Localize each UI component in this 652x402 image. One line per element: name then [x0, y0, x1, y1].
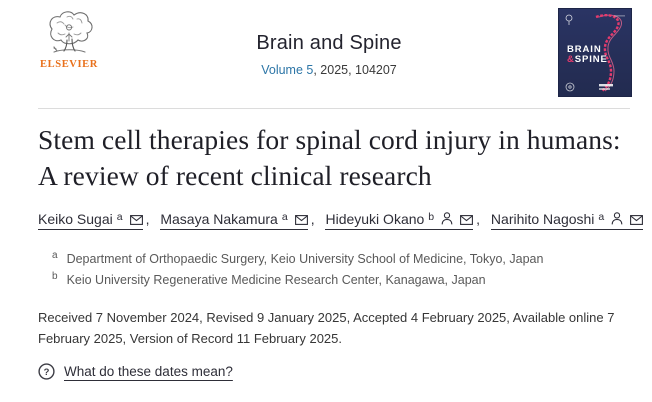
profile-icon[interactable] [611, 211, 623, 225]
dates-help-link[interactable]: What do these dates mean? [64, 364, 233, 380]
citation-suffix: , 2025, 104207 [313, 63, 397, 77]
affiliation-text: Department of Orthopaedic Surgery, Keio … [66, 251, 544, 266]
author-name: Hideyuki Okano [325, 210, 425, 227]
author-name: Narihito Nagoshi [490, 210, 595, 227]
author-link-masaya-nakamura[interactable]: Masaya Nakamura a [160, 210, 308, 230]
header-divider [38, 108, 630, 109]
email-icon[interactable] [129, 214, 143, 225]
article-dates: Received 7 November 2024, Revised 9 Janu… [38, 309, 615, 347]
affiliation-b: b Keio University Regenerative Medicine … [38, 270, 622, 287]
email-icon[interactable] [460, 214, 474, 225]
cover-spine-illustration [565, 13, 625, 92]
affiliation-list: a Department of Orthopaedic Surgery, Kei… [38, 249, 622, 287]
author-name: Masaya Nakamura [160, 210, 278, 227]
affiliation-sup: b [52, 270, 58, 282]
author-separator: , [476, 210, 481, 227]
volume-link[interactable]: Volume 5 [261, 63, 314, 77]
article-header: Stem cell therapies for spinal cord inju… [0, 109, 652, 380]
journal-title-link[interactable]: Brain and Spine [256, 32, 402, 54]
profile-icon[interactable] [441, 211, 453, 225]
author-separator: , [145, 210, 150, 227]
question-circle-icon[interactable]: ? [38, 363, 55, 380]
author-affiliation-sup: a [116, 210, 123, 223]
citation-line: Volume 5, 2025, 104207 [100, 63, 558, 77]
affiliation-a: a Department of Orthopaedic Surgery, Kei… [38, 249, 622, 266]
author-affiliation-sup: b [428, 210, 435, 223]
author-separator: , [310, 210, 315, 227]
svg-text:?: ? [44, 367, 50, 378]
cover-ampersand: & [567, 54, 575, 66]
journal-banner: Brain and Spine Volume 5, 2025, 104207 [100, 8, 558, 77]
affiliation-sup: a [52, 249, 58, 261]
author-link-hideyuki-okano[interactable]: Hideyuki Okano b [325, 210, 474, 230]
elsevier-logo: ELSEVIER [38, 8, 100, 70]
affiliation-text: Keio University Regenerative Medicine Re… [66, 272, 486, 287]
elsevier-tree-icon [49, 11, 93, 53]
cover-title-line1: BRAIN [567, 44, 602, 55]
cover-title-line2-text: SPINE [574, 54, 608, 66]
cover-title-line2: &SPINE [567, 55, 608, 65]
journal-header: ELSEVIER Brain and Spine Volume 5, 2025,… [0, 0, 652, 97]
cover-title: BRAIN &SPINE [567, 44, 608, 66]
author-affiliation-sup: a [281, 210, 288, 223]
author-link-keiko-sugai[interactable]: Keiko Sugai a [38, 211, 143, 230]
journal-cover-thumbnail[interactable]: BRAIN &SPINE [558, 8, 632, 97]
elsevier-wordmark: ELSEVIER [40, 59, 98, 70]
author-link-narihito-nagoshi[interactable]: Narihito Nagoshi a [490, 210, 644, 230]
author-affiliation-sup: a [598, 210, 605, 223]
email-icon[interactable] [294, 214, 308, 225]
email-icon[interactable] [630, 214, 644, 225]
author-name: Keiko Sugai [38, 210, 113, 227]
author-list: Keiko Sugai a , Masaya Nakamura a , Hideyu… [38, 210, 644, 230]
article-title: Stem cell therapies for spinal cord inju… [38, 124, 621, 191]
dates-help-row[interactable]: ? What do these dates mean? [38, 363, 233, 380]
